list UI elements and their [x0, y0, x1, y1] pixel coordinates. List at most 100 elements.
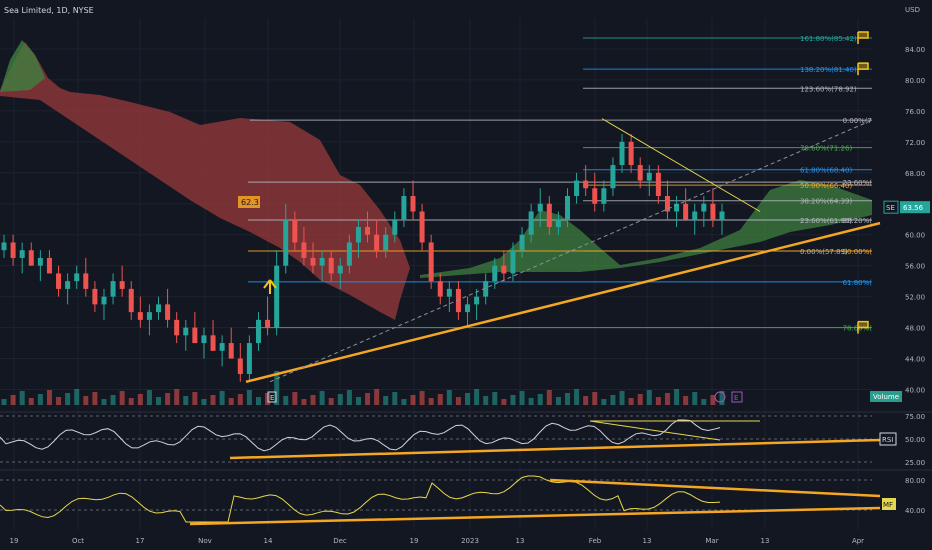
candle-body — [92, 288, 98, 305]
candle-body — [465, 304, 471, 313]
volume-bar — [228, 398, 234, 405]
candle-body — [710, 203, 716, 220]
candle-body — [583, 180, 589, 189]
candle-body — [601, 188, 607, 204]
candle-body — [392, 219, 398, 235]
annotations: 62.3 E E Volume — [238, 31, 902, 403]
volume-bar — [365, 393, 371, 405]
volume-bar — [437, 394, 443, 405]
rsi-level-label: 25.00 — [905, 459, 925, 467]
candle-body — [310, 257, 316, 266]
candle-body — [337, 265, 343, 274]
cloud-green — [420, 180, 872, 278]
candle-body — [56, 273, 62, 289]
candle-body — [219, 343, 225, 351]
fib-label: 138.20%(81.40) — [800, 66, 857, 74]
volume-bar — [165, 393, 171, 405]
volume-bar — [546, 390, 552, 405]
candle-body — [610, 165, 616, 189]
volume-bar — [65, 393, 71, 405]
candle-body — [483, 281, 489, 297]
fib-label: 0.00%(57.89) — [800, 248, 848, 256]
volume-bar — [192, 392, 198, 405]
candle-body — [574, 180, 580, 197]
candle-body — [137, 312, 143, 320]
candle-body — [719, 211, 725, 220]
time-tick: 17 — [136, 537, 145, 545]
candle-body — [401, 196, 407, 220]
fib-trendline — [269, 119, 873, 383]
rsi-pane: 75.00 50.00 25.00 RSI — [0, 411, 932, 467]
candle-body — [201, 335, 207, 344]
mf-trendline — [189, 506, 881, 526]
ichimoku-cloud — [0, 40, 872, 320]
candle-body — [246, 343, 252, 375]
rsi-line — [0, 419, 721, 452]
volume-bar — [292, 392, 298, 405]
price-tick: 56.00 — [905, 263, 925, 271]
volume-bar — [92, 392, 98, 405]
volume-bar — [528, 398, 534, 405]
candle-body — [65, 281, 71, 289]
rsi-level-label: 75.00 — [905, 413, 925, 421]
volume-bar — [74, 389, 80, 405]
volume-bar — [328, 398, 334, 405]
volume-bars — [1, 371, 725, 405]
volume-bar — [110, 395, 116, 405]
last-price-badge — [900, 201, 930, 214]
volume-bar — [601, 399, 607, 405]
candle-body — [328, 257, 334, 274]
trendlines[interactable] — [245, 118, 881, 383]
volume-bar — [692, 392, 698, 405]
mf-pane: 80.00 40.00 MF — [0, 469, 932, 526]
volume-bar — [19, 391, 25, 405]
volume-bar — [156, 397, 162, 405]
candle-body — [674, 203, 680, 212]
volume-bar — [610, 395, 616, 405]
candle-body — [228, 343, 234, 359]
earnings-marker-icon — [267, 391, 277, 403]
candle-body — [283, 219, 289, 266]
candle-body — [428, 242, 434, 282]
candle-body — [128, 288, 134, 313]
volume-bar — [583, 396, 589, 405]
time-axis[interactable]: 19 Oct 17 Nov 14 Dec 19 2023 13 Feb 13 Mar 13 Apr — [10, 537, 865, 545]
volume-bar — [355, 397, 361, 405]
time-tick: Nov — [198, 537, 212, 545]
candle-body — [519, 234, 525, 251]
candlesticks — [1, 134, 725, 382]
volume-bar — [446, 390, 452, 405]
candle-body — [510, 250, 516, 274]
fib-label: 23.60%( — [843, 179, 873, 187]
candle-body — [83, 273, 89, 289]
fib-label: 50.00%(66.40) — [800, 182, 852, 190]
volume-bar — [455, 397, 461, 405]
candle-body — [119, 281, 125, 289]
volume-bar — [28, 398, 34, 405]
candle-body — [410, 196, 416, 212]
candle-body — [19, 250, 25, 258]
volume-bar — [664, 393, 670, 405]
volume-bar — [710, 395, 716, 405]
candle-body — [37, 257, 43, 266]
volume-bar — [137, 394, 143, 405]
time-tick: 19 — [410, 537, 419, 545]
volume-bar — [564, 393, 570, 405]
mf-line — [0, 475, 721, 523]
volume-badge — [870, 391, 902, 402]
candle-body — [646, 172, 652, 181]
mf-level-label: 80.00 — [905, 477, 925, 485]
price-axis[interactable]: 84.0080.0076.0072.0068.0064.0060.0056.00… — [883, 46, 930, 395]
volume-bar — [83, 396, 89, 405]
candle-body — [46, 257, 52, 274]
volume-bar — [146, 390, 152, 405]
earnings-marker-label: E — [270, 394, 274, 402]
volume-badge-label: Volume — [873, 393, 899, 401]
up-arrow-icon — [263, 279, 277, 294]
candle-body — [664, 196, 670, 212]
time-tick: Oct — [72, 537, 84, 545]
mf-trendline — [549, 478, 881, 498]
candle-body — [683, 203, 689, 220]
volume-bar — [174, 389, 180, 405]
